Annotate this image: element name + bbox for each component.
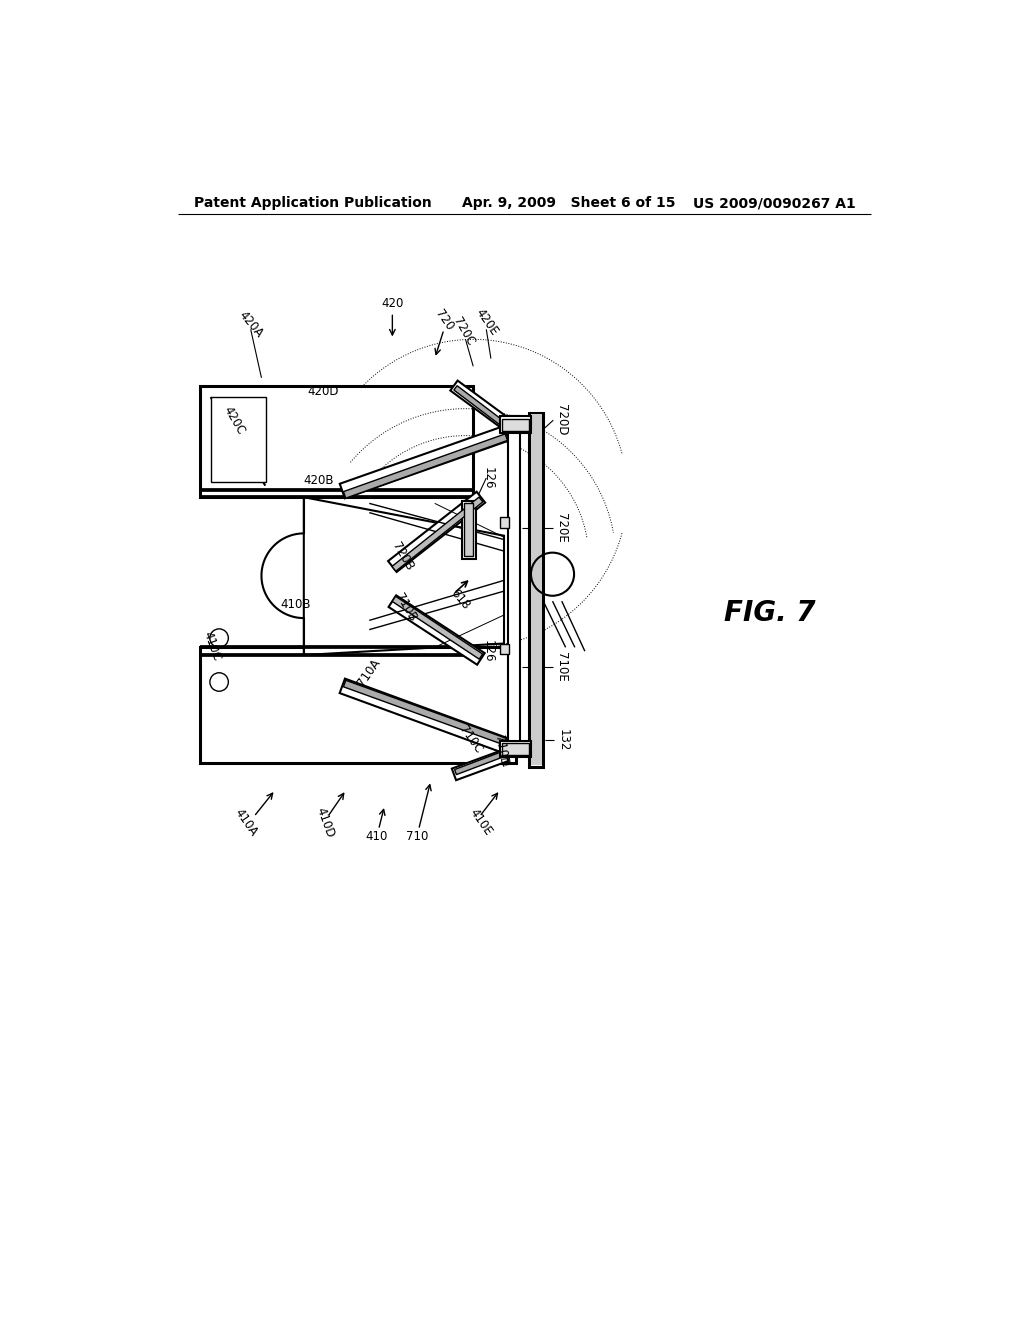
Text: 710A: 710A xyxy=(355,656,383,689)
Bar xyxy=(529,412,544,767)
Bar xyxy=(211,397,266,482)
Polygon shape xyxy=(343,434,508,498)
Text: 420E: 420E xyxy=(473,306,501,338)
Bar xyxy=(200,647,515,763)
Text: Patent Application Publication: Patent Application Publication xyxy=(194,197,431,210)
Text: 420: 420 xyxy=(381,297,403,310)
Polygon shape xyxy=(340,426,509,499)
Bar xyxy=(462,502,475,558)
Bar xyxy=(500,644,509,655)
Text: 410D: 410D xyxy=(314,805,337,840)
Text: 410C: 410C xyxy=(200,630,223,663)
Polygon shape xyxy=(451,380,510,429)
Text: 126: 126 xyxy=(482,467,496,490)
Text: 420B: 420B xyxy=(303,474,334,487)
Text: 618: 618 xyxy=(447,586,472,611)
Text: 132: 132 xyxy=(557,729,569,751)
Text: Apr. 9, 2009   Sheet 6 of 15: Apr. 9, 2009 Sheet 6 of 15 xyxy=(462,197,675,210)
Text: 410A: 410A xyxy=(232,807,260,838)
Polygon shape xyxy=(388,492,485,572)
Text: 410: 410 xyxy=(366,829,388,842)
Text: 420C: 420C xyxy=(221,404,248,437)
Polygon shape xyxy=(452,750,509,780)
Text: 710C: 710C xyxy=(457,723,485,756)
Bar xyxy=(500,741,531,758)
Text: 710: 710 xyxy=(406,829,428,842)
Bar xyxy=(200,385,473,498)
Text: 720D: 720D xyxy=(555,404,568,436)
Bar xyxy=(500,416,531,433)
Bar xyxy=(464,503,473,557)
Text: 720C: 720C xyxy=(450,315,476,348)
Polygon shape xyxy=(392,597,482,659)
Polygon shape xyxy=(340,678,509,754)
Text: 710B: 710B xyxy=(392,591,419,624)
Text: 420D: 420D xyxy=(307,385,339,399)
Polygon shape xyxy=(343,680,508,746)
Text: 126: 126 xyxy=(482,640,496,663)
Polygon shape xyxy=(388,595,484,665)
Text: 720B: 720B xyxy=(389,540,416,573)
Text: 420A: 420A xyxy=(236,308,265,339)
Text: 720: 720 xyxy=(432,308,456,333)
Bar xyxy=(500,517,509,528)
Polygon shape xyxy=(454,385,508,429)
Polygon shape xyxy=(392,498,483,572)
Text: 710E: 710E xyxy=(555,652,568,681)
Text: FIG. 7: FIG. 7 xyxy=(724,599,815,627)
Text: 410E: 410E xyxy=(467,807,495,838)
Bar xyxy=(531,414,542,766)
Bar xyxy=(508,416,520,747)
Text: 710D: 710D xyxy=(492,735,510,768)
Text: 720E: 720E xyxy=(555,513,568,543)
Polygon shape xyxy=(304,498,504,655)
Bar xyxy=(503,743,528,755)
Text: 410B: 410B xyxy=(281,598,311,611)
Polygon shape xyxy=(455,750,507,775)
Bar xyxy=(503,418,528,432)
Text: US 2009/0090267 A1: US 2009/0090267 A1 xyxy=(693,197,856,210)
